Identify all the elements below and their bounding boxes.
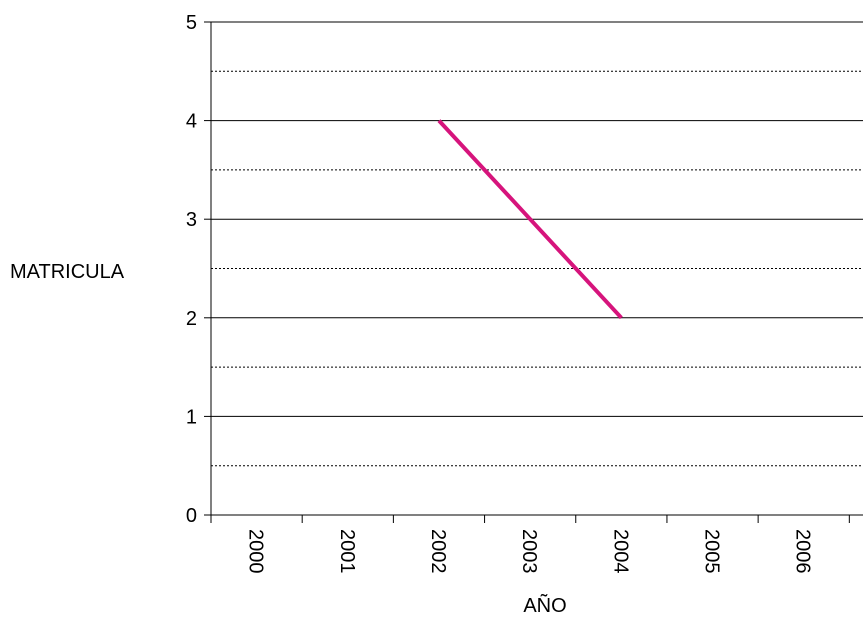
axes: [210, 22, 863, 516]
x-tick-label: 2003: [518, 529, 540, 574]
y-tick-label: 3: [186, 209, 197, 231]
x-tick-labels: 2000 2001 2002 2003 2004 2005 2006: [245, 529, 814, 574]
series-group: [437, 119, 623, 320]
y-tick-label: 4: [186, 111, 197, 133]
x-axis-title: AÑO: [523, 593, 566, 617]
x-tick-label: 2006: [792, 529, 814, 574]
y-tick-label: 0: [186, 505, 197, 527]
y-axis-title: MATRICULA: [10, 261, 125, 283]
x-tick-label: 2002: [427, 529, 449, 574]
y-tick-label: 5: [186, 12, 197, 34]
axis-ticks: [204, 21, 850, 523]
x-tick-label: 2000: [245, 529, 267, 574]
y-tick-label: 1: [186, 406, 197, 428]
x-tick-label: 2004: [609, 529, 631, 574]
series-line: [437, 119, 623, 320]
x-tick-label: 2001: [336, 529, 358, 574]
x-tick-label: 2005: [701, 529, 723, 574]
y-tick-label: 2: [186, 308, 197, 330]
gridlines: [211, 21, 863, 467]
y-tick-labels: 0 1 2 3 4 5: [186, 12, 197, 527]
